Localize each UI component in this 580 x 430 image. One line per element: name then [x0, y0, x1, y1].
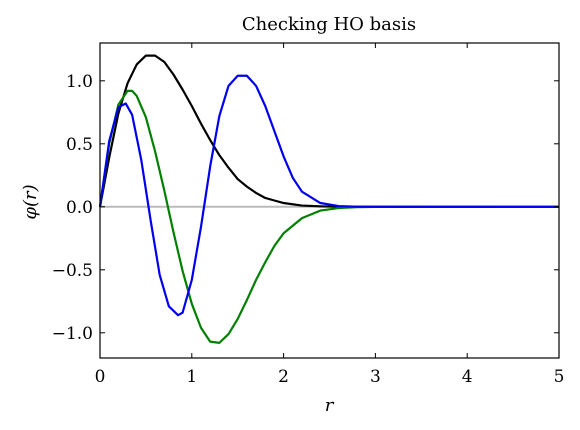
- x-tick-label: 3: [370, 367, 381, 387]
- y-tick-label: −0.5: [52, 261, 93, 281]
- y-tick-label: 0.5: [66, 135, 93, 155]
- x-axis-label: r: [325, 395, 335, 416]
- x-tick-label: 0: [95, 367, 106, 387]
- chart-title: Checking HO basis: [242, 14, 416, 35]
- x-tick-label: 2: [278, 367, 289, 387]
- y-tick-label: −1.0: [52, 324, 93, 344]
- series-line-3: [98, 74, 560, 317]
- y-axis-label: φ(r): [20, 184, 41, 219]
- x-tick-label: 1: [186, 367, 197, 387]
- series-line-1: [98, 54, 560, 208]
- x-tick-label: 5: [554, 367, 565, 387]
- y-tick-label: 0.0: [66, 198, 93, 218]
- y-tick-label: 1.0: [66, 72, 93, 92]
- plot-frame: [99, 42, 560, 359]
- x-tick-label: 4: [462, 367, 473, 387]
- plot-area: 0 1 2 3 4 5 −1.0 −0.5 0.0 0.5 1.0: [52, 42, 565, 387]
- series-line-2: [98, 89, 560, 344]
